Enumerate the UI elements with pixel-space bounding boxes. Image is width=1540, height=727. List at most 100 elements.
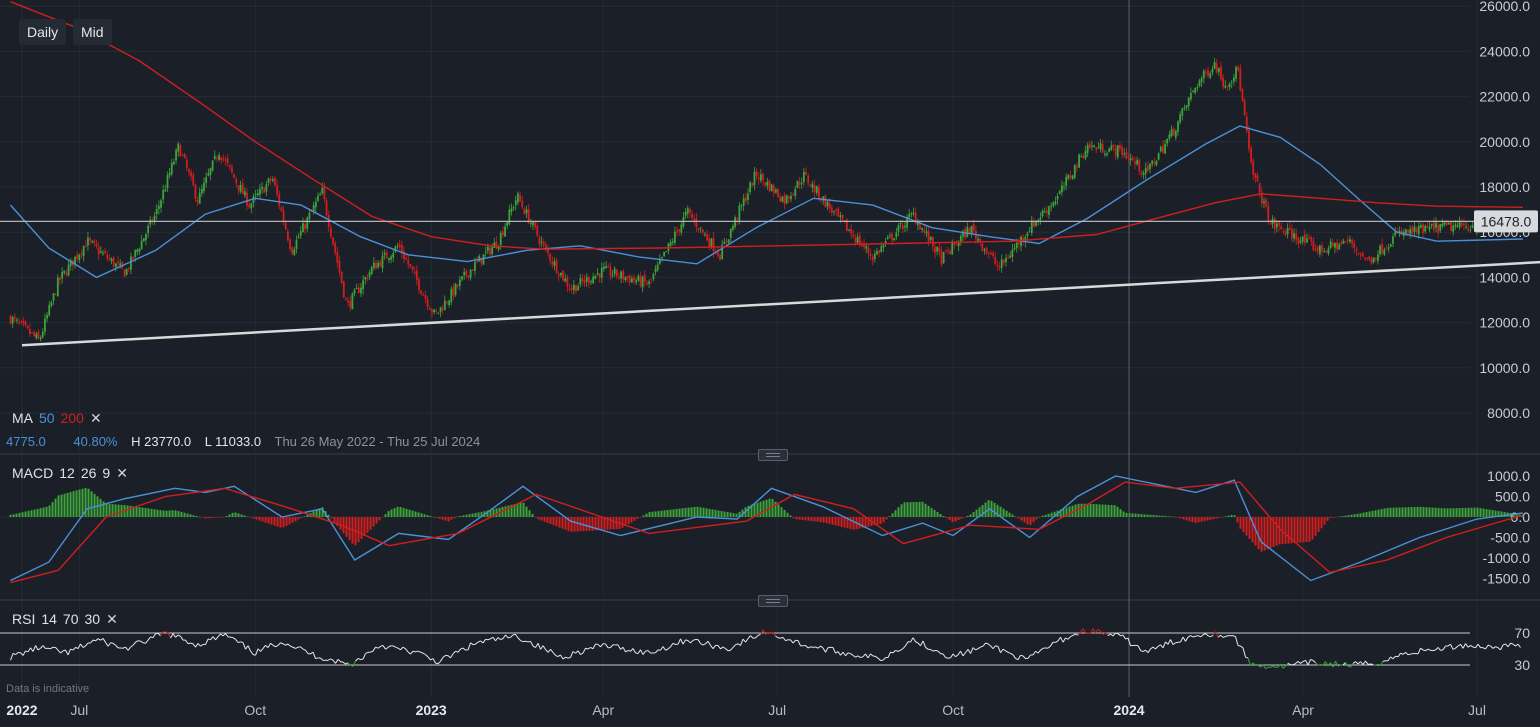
candle-body xyxy=(192,175,194,185)
rsi-line-segment xyxy=(1401,653,1404,654)
candle-body xyxy=(1188,98,1190,106)
rsi-line-segment xyxy=(158,633,161,636)
candle-body xyxy=(216,158,218,159)
macd-histogram-bar xyxy=(1231,515,1233,517)
candle-body xyxy=(1211,69,1213,73)
rsi-line-segment xyxy=(1403,652,1406,654)
macd-histogram-bar xyxy=(1438,508,1440,517)
rsi-line-segment xyxy=(453,651,456,654)
candle-body xyxy=(265,184,267,191)
macd-histogram-bar xyxy=(1504,512,1506,517)
macd-histogram-bar xyxy=(442,517,444,520)
support-trendline xyxy=(22,258,1540,345)
macd-histogram-bar xyxy=(373,517,375,527)
rsi-line-segment xyxy=(1356,662,1359,664)
candle-body xyxy=(883,245,885,247)
candle-body xyxy=(85,245,87,247)
pane-resize-handle[interactable] xyxy=(758,595,788,607)
candle-body xyxy=(306,218,308,229)
candle-body xyxy=(502,231,504,235)
close-icon[interactable]: ✕ xyxy=(90,410,102,426)
rsi-line-segment xyxy=(188,643,191,644)
rsi-line-segment xyxy=(931,650,934,652)
rsi-line-segment xyxy=(1391,657,1394,659)
rsi-line-segment xyxy=(633,649,636,653)
candle-body xyxy=(339,261,341,272)
rsi-line-segment xyxy=(1466,644,1469,648)
candle-body xyxy=(276,185,278,194)
candle-body xyxy=(627,276,629,278)
macd-histogram-bar xyxy=(130,506,132,517)
close-icon[interactable]: ✕ xyxy=(106,611,118,627)
rsi-line-segment xyxy=(191,643,194,644)
candle-body xyxy=(1229,84,1231,87)
candle-body xyxy=(564,279,566,282)
price-mode-button[interactable]: Mid xyxy=(73,19,112,45)
macd-histogram-bar xyxy=(181,512,183,517)
candle-body xyxy=(184,154,186,158)
macd-histogram-bar xyxy=(691,507,693,517)
candle-body xyxy=(766,182,768,186)
price-tick-label: 10000.0 xyxy=(1479,360,1530,376)
candle-body xyxy=(179,145,181,156)
candle-body xyxy=(579,278,581,284)
close-icon[interactable]: ✕ xyxy=(116,465,128,481)
macd-histogram-bar xyxy=(733,513,735,517)
rsi-line-segment xyxy=(1148,649,1151,653)
rsi-line-segment xyxy=(1013,655,1016,659)
macd-histogram-bar xyxy=(1042,516,1044,517)
rsi-line-segment xyxy=(1183,637,1186,641)
macd-histogram-bar xyxy=(265,517,267,523)
rsi-line-segment xyxy=(648,651,651,653)
rsi-line-segment xyxy=(1003,649,1006,651)
candle-body xyxy=(173,162,175,164)
macd-histogram-bar xyxy=(106,504,108,517)
rsi-line-segment xyxy=(703,644,706,645)
macd-histogram-bar xyxy=(190,514,192,517)
macd-histogram xyxy=(10,488,1524,552)
candle-body xyxy=(1095,147,1097,149)
candle-body xyxy=(678,229,680,231)
candle-body xyxy=(1067,175,1069,179)
rsi-line-segment xyxy=(1083,629,1086,633)
macd-histogram-bar xyxy=(139,507,141,517)
macd-histogram-bar xyxy=(1225,516,1227,517)
candle-body xyxy=(31,332,33,333)
macd-histogram-bar xyxy=(1411,507,1413,517)
interval-button[interactable]: Daily xyxy=(19,19,66,45)
rsi-line-segment xyxy=(856,656,859,657)
macd-histogram-bar xyxy=(565,517,567,530)
candle-body xyxy=(231,167,233,172)
macd-histogram-bar xyxy=(793,517,795,518)
candle-body xyxy=(1156,161,1158,165)
candle-body xyxy=(38,332,40,338)
rsi-line-segment xyxy=(211,637,214,640)
pane-resize-handle[interactable] xyxy=(758,449,788,461)
macd-histogram-bar xyxy=(562,517,564,529)
candle-body xyxy=(493,243,495,248)
macd-histogram-bar xyxy=(172,510,174,517)
candle-body xyxy=(973,224,975,231)
macd-histogram-bar xyxy=(646,514,648,517)
candle-body xyxy=(1291,229,1293,239)
macd-histogram-bar xyxy=(214,517,216,518)
candle-body xyxy=(489,247,491,254)
candle-body xyxy=(390,256,392,259)
rsi-line-segment xyxy=(1186,637,1189,641)
rsi-line-segment xyxy=(1151,647,1154,649)
macd-histogram-bar xyxy=(61,495,63,517)
rsi-line-segment xyxy=(626,650,629,651)
price-tick-label: 26000.0 xyxy=(1479,0,1530,14)
macd-histogram-bar xyxy=(1240,517,1242,529)
candle-body xyxy=(693,219,695,220)
candle-body xyxy=(1446,222,1448,225)
candle-body xyxy=(468,275,470,277)
candle-body xyxy=(171,163,173,174)
macd-histogram-bar xyxy=(541,517,543,521)
rsi-line-segment xyxy=(721,647,724,649)
macd-histogram-bar xyxy=(829,517,831,524)
candle-body xyxy=(592,277,594,284)
rsi-line-segment xyxy=(601,644,604,647)
